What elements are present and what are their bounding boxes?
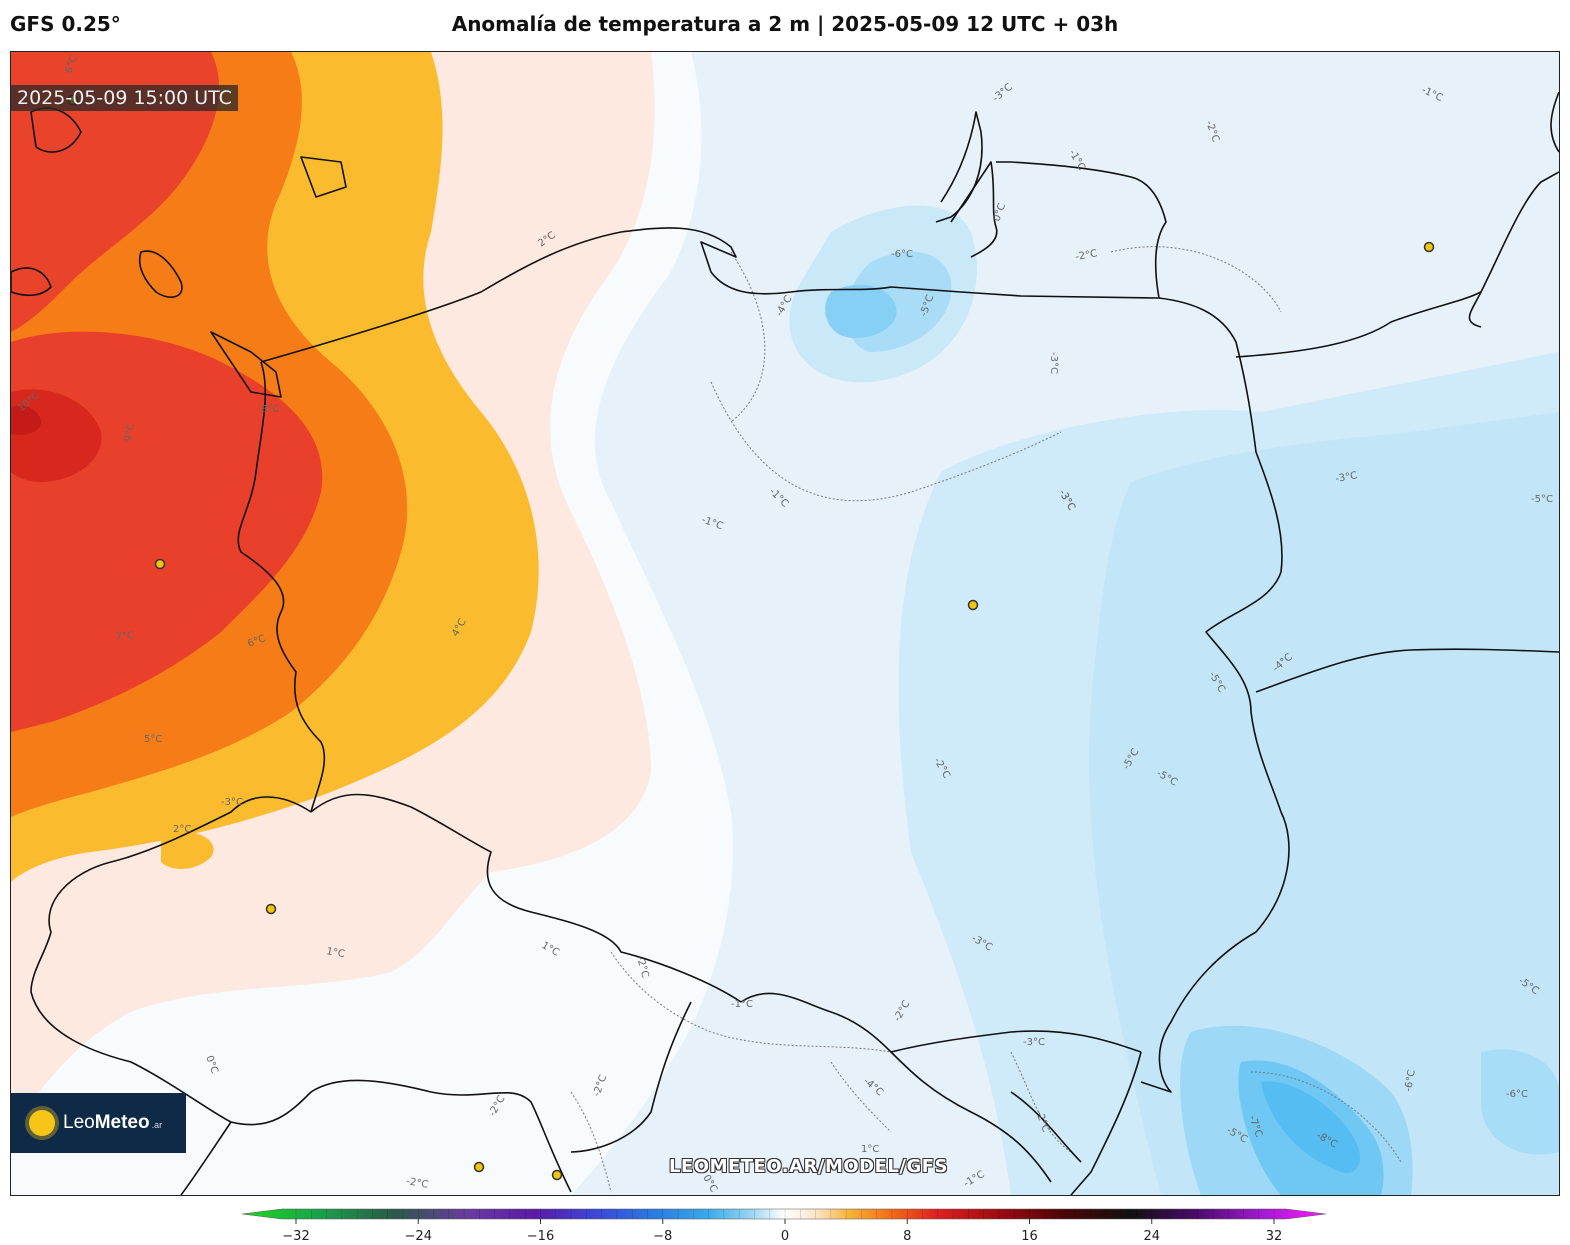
contour-label: -3°C	[1048, 352, 1059, 374]
colorbar-tick-label: −8	[653, 1229, 672, 1244]
colorbar: −32 −24 −16 −8 0 8 16 24 32	[241, 1208, 1327, 1244]
contour-label: 1°C	[325, 946, 345, 960]
colorbar-tick-label: 0	[781, 1229, 789, 1244]
logo-text: LeoMeteo .ar	[63, 1112, 163, 1133]
contour-label: -2°C	[1075, 248, 1099, 263]
contour-label: -5°C	[1531, 494, 1553, 505]
colorbar-tick-label: 32	[1266, 1229, 1283, 1244]
leometeo-logo: LeoMeteo .ar	[11, 1093, 186, 1153]
contour-label: 7°C	[115, 630, 134, 643]
contour-label: -2°C	[634, 955, 650, 979]
sun-icon	[29, 1110, 55, 1136]
contour-label: -6°C	[1506, 1089, 1528, 1100]
contour-label: -6°C	[891, 249, 913, 260]
page-title: Anomalía de temperatura a 2 m | 2025-05-…	[451, 12, 1119, 36]
colorbar-gradient	[241, 1208, 1327, 1220]
contour-label: 9°C	[123, 423, 137, 443]
colorbar-tick-label: 8	[903, 1229, 911, 1244]
contour-label: -2°C	[405, 1176, 429, 1191]
map-panel[interactable]: 6°C 2°C -1°C -6°C -5°C -4°C -3°C -2°C -1°C 0°C -2°…	[10, 51, 1560, 1196]
contour-label: -3°C	[221, 797, 243, 808]
contour-label: -3°C	[1023, 1037, 1045, 1048]
colorbar-tick-label: −24	[405, 1229, 432, 1244]
contour-label: -6°C	[1403, 1069, 1418, 1093]
model-name: GFS 0.25°	[10, 12, 121, 36]
contour-label: -3°C	[1335, 470, 1359, 485]
colorbar-tick-label: −16	[527, 1229, 554, 1244]
model-url-watermark: LEOMETEO.AR/MODEL/GFS	[669, 1156, 948, 1177]
anomaly-map: 6°C2°C-1°C-6°C-5°C-4°C-3°C-2°C-1°C0°C-2°…	[11, 52, 1559, 1195]
colorbar-tick-label: −32	[282, 1229, 309, 1244]
valid-time-badge: 2025-05-09 15:00 UTC	[11, 85, 238, 111]
colorbar-tick-label: 24	[1143, 1229, 1160, 1244]
contour-label: -1°C	[731, 999, 753, 1010]
contour-label: 1°C	[861, 1144, 879, 1155]
contour-label: 8°C	[261, 404, 279, 415]
colorbar-tick-label: 16	[1021, 1229, 1038, 1244]
contour-label: 2°C	[173, 824, 191, 835]
contour-label: 5°C	[144, 734, 162, 745]
